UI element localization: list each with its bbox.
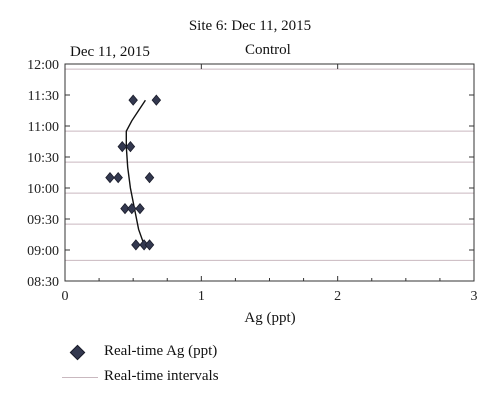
legend-label-intervals: Real-time intervals (104, 368, 219, 384)
diamond-marker-icon (60, 344, 104, 360)
legend-item-intervals: Real-time intervals (60, 368, 219, 385)
y-tick-label-3: 10:30 (27, 151, 59, 166)
trend-layer (125, 99, 146, 246)
x-tick-label-0: 0 (62, 289, 69, 304)
data-point-7 (120, 203, 130, 215)
y-tick-label-4: 10:00 (27, 182, 59, 197)
data-point-9 (135, 203, 145, 215)
data-point-4 (105, 172, 115, 184)
x-axis-label: Ag (ppt) (244, 310, 296, 326)
legend-item-realtime-ag: Real-time Ag (ppt) (60, 343, 217, 360)
data-point-0 (128, 94, 138, 106)
y-tick-label-7: 08:30 (27, 275, 59, 290)
y-tick-label-6: 09:00 (27, 244, 59, 259)
y-tick-label-2: 11:00 (28, 120, 59, 135)
trend-line (125, 99, 146, 246)
y-tick-label-1: 11:30 (28, 89, 59, 104)
chart-subtitle-date: Dec 11, 2015 (70, 44, 150, 60)
x-tick-label-2: 2 (334, 289, 341, 304)
data-point-1 (151, 94, 162, 106)
interval-lines (65, 68, 474, 261)
data-point-10 (131, 239, 141, 251)
data-point-3 (125, 141, 136, 153)
line-marker-icon (60, 369, 104, 385)
data-point-5 (113, 172, 123, 184)
y-axis-ticks: 12:00 11:30 11:00 10:30 10:00 09:30 09:00 08:30 (27, 58, 474, 290)
legend-label-realtime-ag: Real-time Ag (ppt) (104, 343, 218, 359)
chart-title: Site 6: Dec 11, 2015 (188, 18, 312, 34)
data-point-2 (117, 141, 127, 153)
data-point-8 (127, 203, 137, 215)
point-layer (105, 94, 162, 251)
x-axis-ticks: 0 1 2 3 (62, 64, 478, 304)
chart-subtitle-condition: Control (245, 42, 291, 58)
data-point-6 (144, 172, 155, 184)
data-point-12 (144, 239, 155, 251)
y-tick-label-0: 12:00 (27, 58, 59, 73)
x-tick-label-3: 3 (471, 289, 478, 304)
x-tick-label-1: 1 (198, 289, 205, 304)
plot-frame (64, 63, 475, 282)
y-tick-label-5: 09:30 (27, 213, 59, 228)
